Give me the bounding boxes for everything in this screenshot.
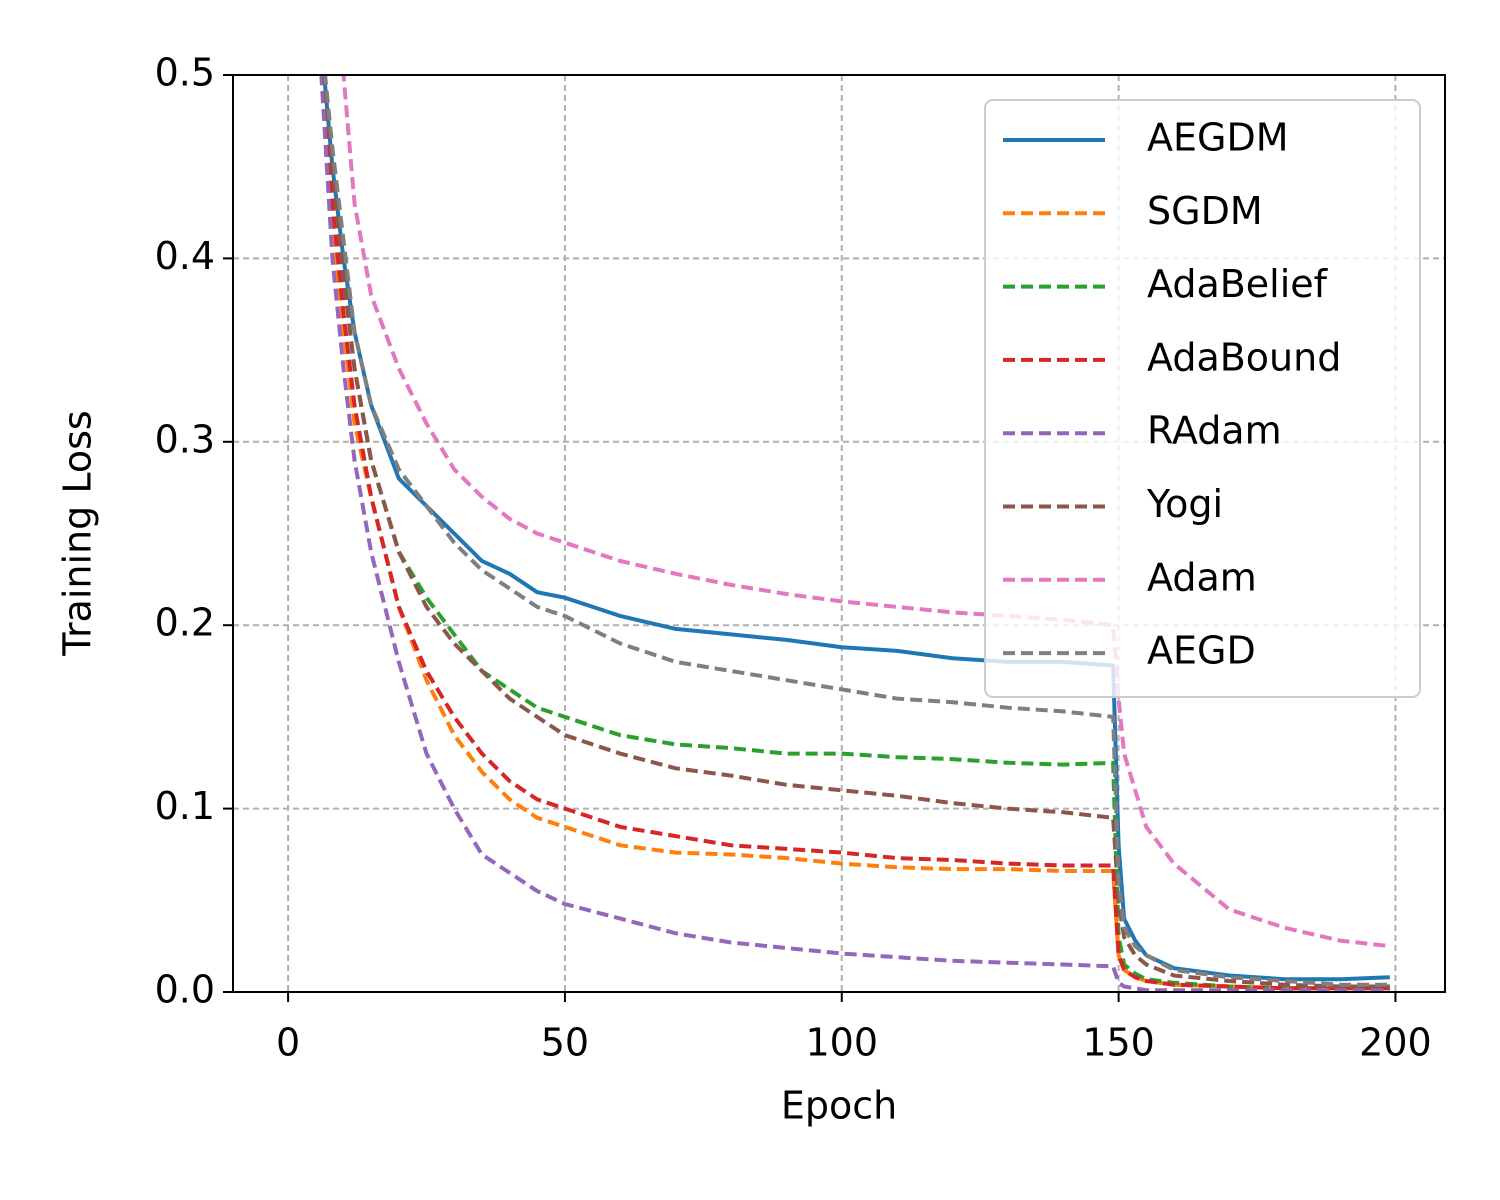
line-series — [323, 75, 1390, 987]
legend-label: AEGD — [1147, 629, 1256, 673]
line-series — [320, 75, 1390, 991]
x-axis-label: Epoch — [781, 1084, 897, 1128]
legend-label: AdaBound — [1147, 335, 1341, 379]
legend-label: SGDM — [1147, 189, 1263, 233]
y-tick-label: 0.4 — [155, 234, 215, 278]
plot-area — [319, 75, 1391, 992]
y-tick-label: 0.0 — [155, 968, 215, 1012]
line-series — [341, 75, 1391, 949]
legend-label: Yogi — [1146, 482, 1223, 526]
x-tick-label: 0 — [276, 1021, 300, 1065]
legend-label: AEGDM — [1147, 116, 1289, 160]
y-tick-label: 0.2 — [155, 601, 215, 645]
x-tick-label: 50 — [541, 1021, 589, 1065]
y-tick-label: 0.3 — [155, 417, 215, 461]
plot-frame — [232, 74, 1446, 993]
legend-label: Adam — [1147, 555, 1257, 599]
y-tick-label: 0.1 — [155, 784, 215, 828]
y-axis-label: Training Loss — [56, 410, 100, 656]
legend-label: RAdam — [1147, 409, 1282, 453]
legend-label: AdaBelief — [1147, 262, 1329, 306]
line-series — [322, 75, 1390, 989]
line-series — [319, 75, 1390, 992]
x-tick-label: 100 — [806, 1021, 879, 1065]
y-tick-label: 0.5 — [155, 51, 215, 95]
legend-box — [984, 99, 1421, 698]
x-tick-label: 200 — [1359, 1021, 1432, 1065]
x-tick-label: 150 — [1082, 1021, 1155, 1065]
